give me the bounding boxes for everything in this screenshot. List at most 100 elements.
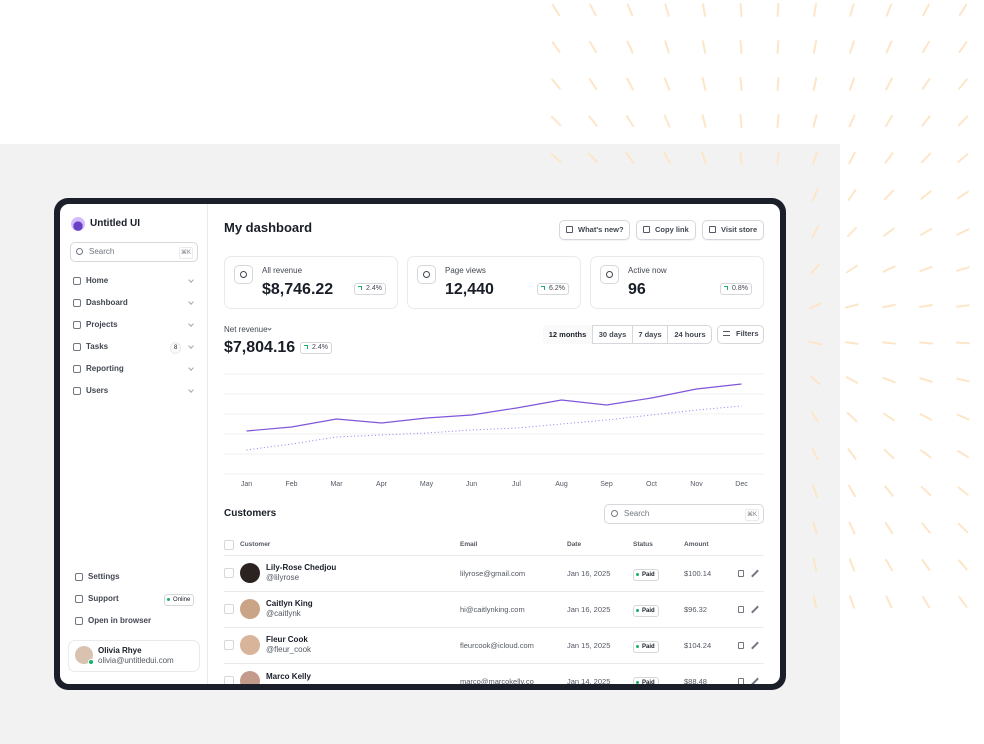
pattern-dash — [739, 3, 743, 17]
pattern-dash — [776, 3, 780, 17]
pattern-dash — [848, 521, 856, 535]
pattern-dash — [812, 558, 818, 572]
edit-button[interactable] — [751, 569, 759, 578]
edit-button[interactable] — [751, 605, 759, 614]
stat-label: Page views — [445, 266, 486, 275]
row-checkbox[interactable] — [224, 604, 234, 614]
customer-search[interactable] — [604, 504, 764, 524]
pattern-dash — [848, 114, 856, 128]
pattern-dash — [846, 226, 858, 238]
search-icon — [76, 248, 83, 255]
delete-button[interactable] — [738, 678, 744, 684]
customer-avatar — [240, 635, 260, 655]
nav-label: Home — [86, 276, 109, 285]
pattern-dash — [920, 152, 932, 164]
nav-icon — [73, 343, 81, 351]
nav-icon — [73, 321, 81, 329]
pattern-dash — [882, 265, 896, 273]
pattern-dash — [625, 114, 635, 128]
row-divider — [224, 591, 764, 592]
customer-email: fleurcook@icloud.com — [460, 641, 534, 650]
pattern-dash — [849, 595, 855, 609]
brand-logo — [71, 217, 85, 231]
customer-name: Fleur Cook — [266, 635, 308, 644]
button-label: Copy link — [655, 225, 689, 234]
header-button[interactable] — [702, 220, 764, 240]
search-placeholder: Search — [89, 247, 115, 256]
pattern-dash — [958, 78, 968, 90]
status-dot — [636, 645, 639, 648]
range-tab[interactable]: 7 days — [632, 325, 667, 344]
header-button[interactable] — [636, 220, 696, 240]
filters-button[interactable] — [717, 325, 764, 344]
pattern-dash — [701, 3, 707, 17]
pattern-dash — [739, 151, 743, 165]
change-value: 2.4% — [366, 285, 382, 292]
filters-icon — [723, 331, 730, 336]
sidebar-divider — [207, 204, 208, 684]
range-tab[interactable]: 30 days — [592, 325, 632, 344]
nav-label: Dashboard — [86, 298, 128, 307]
pattern-dash — [958, 559, 968, 571]
trend-icon — [724, 286, 728, 290]
status-dot — [636, 681, 639, 684]
edit-button[interactable] — [751, 677, 759, 684]
pattern-dash — [776, 77, 780, 91]
stat-icon — [234, 265, 253, 284]
pattern-dash — [956, 266, 970, 272]
customer-email: marco@marcokelly.co — [460, 677, 534, 684]
pattern-dash — [845, 376, 859, 384]
delete-button[interactable] — [738, 570, 744, 577]
pattern-dash — [849, 3, 855, 17]
delete-button[interactable] — [738, 642, 744, 649]
pattern-dash — [921, 559, 931, 571]
user-card[interactable] — [68, 640, 200, 672]
change-value: 0.8% — [732, 285, 748, 292]
pattern-dash — [808, 302, 822, 310]
pattern-dash — [919, 341, 933, 345]
customer-date: Jan 15, 2025 — [567, 641, 611, 650]
range-tab[interactable]: 24 hours — [667, 325, 712, 344]
x-tick-label: May — [420, 481, 434, 488]
pattern-dash — [550, 115, 562, 127]
row-divider — [224, 663, 764, 664]
column-header: Date — [567, 541, 582, 548]
customer-amount: $96.32 — [684, 605, 707, 614]
revenue-label: Net revenue — [224, 325, 268, 334]
customer-amount: $88.48 — [684, 677, 707, 684]
pattern-dash — [810, 410, 820, 424]
row-checkbox[interactable] — [224, 640, 234, 650]
stat-icon — [417, 265, 436, 284]
stat-card — [590, 256, 764, 309]
edit-button[interactable] — [751, 641, 759, 650]
pattern-dash — [957, 486, 969, 496]
footer-nav-icon — [75, 573, 83, 581]
x-tick-label: Oct — [646, 481, 657, 488]
pattern-dash — [551, 41, 561, 53]
pattern-dash — [663, 77, 671, 91]
status-badge: Paid — [633, 677, 659, 684]
footer-nav-label: Open in browser — [88, 616, 152, 625]
trend-icon — [541, 286, 545, 290]
button-label: Visit store — [721, 225, 758, 234]
row-checkbox[interactable] — [224, 676, 234, 684]
customer-email: lilyrose@gmail.com — [460, 569, 526, 578]
user-email: olivia@untitledui.com — [98, 656, 174, 665]
x-tick-label: Dec — [735, 481, 748, 488]
pattern-dash — [811, 447, 819, 461]
nav-label: Reporting — [86, 364, 124, 373]
pattern-dash — [883, 189, 895, 201]
pattern-dash — [848, 77, 856, 91]
delete-button[interactable] — [738, 606, 744, 613]
x-tick-label: Feb — [285, 481, 297, 488]
pattern-dash — [885, 40, 893, 54]
pattern-dash — [701, 151, 707, 165]
pattern-dash — [957, 153, 969, 163]
header-checkbox[interactable] — [224, 540, 234, 550]
pattern-dash — [847, 189, 857, 201]
series-line — [246, 383, 742, 432]
search-input[interactable] — [70, 242, 198, 262]
header-button[interactable] — [559, 220, 630, 240]
row-checkbox[interactable] — [224, 568, 234, 578]
range-tab[interactable]: 12 months — [543, 325, 592, 344]
